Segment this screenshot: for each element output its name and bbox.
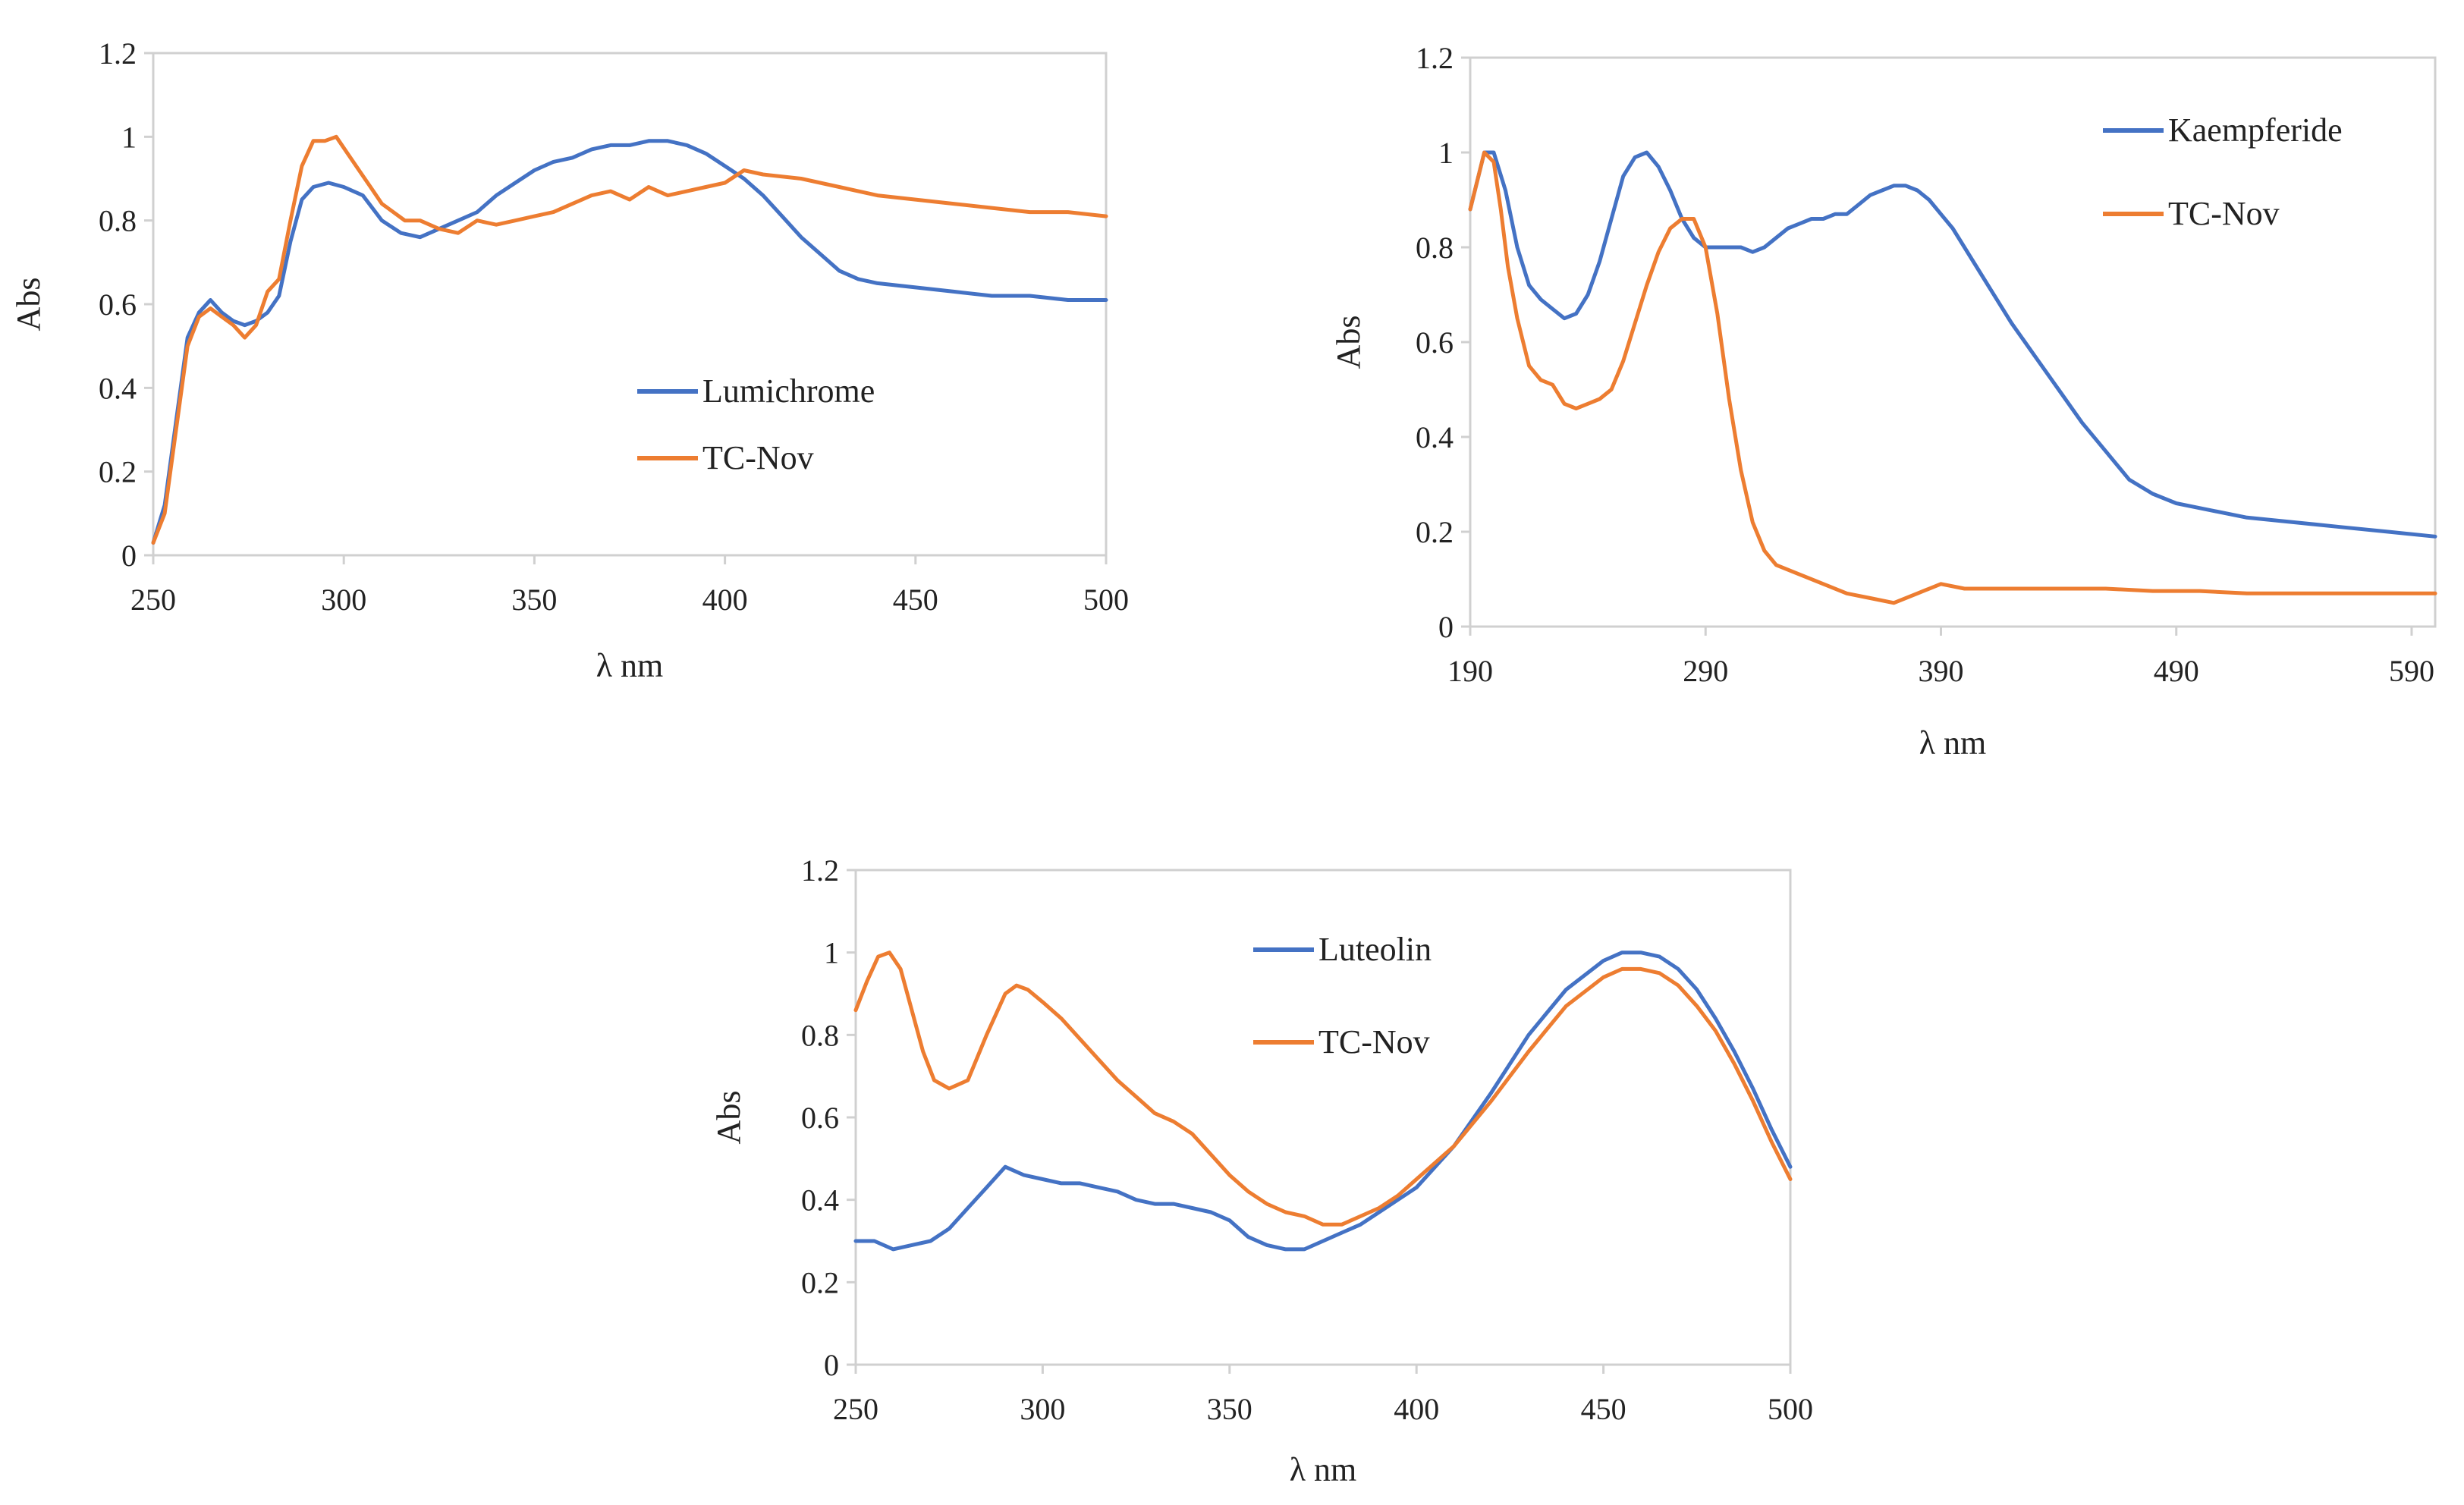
y-tick-label: 0.8: [99, 204, 137, 238]
y-tick-label: 0.2: [99, 455, 137, 489]
x-tick-label: 350: [511, 583, 557, 617]
x-tick-label: 190: [1447, 654, 1493, 688]
y-tick-label: 0.6: [1416, 325, 1454, 360]
x-tick-label: 490: [2154, 654, 2199, 688]
x-tick-label: 500: [1768, 1392, 1813, 1426]
y-tick-label: 1: [1438, 136, 1454, 170]
y-tick-label: 0.6: [801, 1101, 839, 1135]
x-tick-label: 450: [1581, 1392, 1626, 1426]
plot-area-frame: [152, 52, 1108, 557]
x-axis-title: λ nm: [1919, 724, 1987, 762]
y-tick-label: 0.6: [99, 287, 137, 322]
series-line-luteolin: [853, 950, 1793, 1252]
chart-panel-2: 0 0.2 0.4 0.6 0.8 1 1.2 190 290 390 490 590 λ nm Abs K…: [1330, 41, 2437, 762]
legend-label: TC-Nov: [1318, 1023, 1430, 1060]
x-tick-label: 390: [1918, 654, 1963, 688]
y-tick-label: 0: [1438, 610, 1454, 644]
y-tick-label: 0.2: [1416, 515, 1454, 549]
x-tick-label: 400: [702, 583, 748, 617]
x-tick-label: 450: [893, 583, 938, 617]
y-tick-label: 1: [824, 936, 839, 970]
series-line-lumichrome: [151, 139, 1108, 545]
x-tick-label: 300: [1020, 1392, 1065, 1426]
x-axis-title: λ nm: [596, 647, 664, 684]
y-tick-label: 0: [121, 539, 137, 573]
y-axis-title: Abs: [10, 278, 47, 331]
x-tick-label: 400: [1394, 1392, 1439, 1426]
series-line-tc-nov: [151, 134, 1108, 545]
y-tick-label: 0.8: [801, 1018, 839, 1052]
x-tick-label: 290: [1683, 654, 1728, 688]
series-line-tc-nov: [853, 950, 1793, 1227]
y-tick-label: 0.4: [801, 1183, 839, 1218]
y-tick-label: 1: [121, 120, 137, 154]
x-tick-label: 590: [2389, 654, 2434, 688]
legend: Kaempferide TC-Nov: [2103, 112, 2343, 232]
x-tick-label: 250: [833, 1392, 878, 1426]
y-tick-label: 0.2: [801, 1265, 839, 1299]
y-axis-title: Abs: [1330, 316, 1367, 369]
legend: Luteolin TC-Nov: [1253, 931, 1432, 1060]
legend-label: TC-Nov: [2168, 195, 2280, 232]
series-line-tc-nov: [1468, 150, 2437, 605]
x-tick-label: 250: [130, 583, 176, 617]
x-axis-title: λ nm: [1290, 1451, 1357, 1488]
legend-label: Luteolin: [1318, 931, 1432, 968]
x-tick-label: 500: [1083, 583, 1129, 617]
x-tick-label: 300: [321, 583, 366, 617]
legend: Lumichrome TC-Nov: [637, 372, 875, 476]
legend-label: TC-Nov: [702, 439, 814, 476]
y-tick-label: 0.4: [99, 371, 137, 405]
series-line-kaempferide: [1468, 150, 2437, 539]
y-axis-title: Abs: [710, 1091, 747, 1145]
legend-label: Lumichrome: [702, 372, 875, 410]
y-tick-label: 0.4: [1416, 420, 1454, 454]
y-tick-label: 0: [824, 1348, 839, 1382]
y-tick-label: 1.2: [99, 36, 137, 71]
y-tick-label: 0.8: [1416, 231, 1454, 265]
chart-panel-3: 0 0.2 0.4 0.6 0.8 1 1.2 250 300 350 400 450 500 λ nm A…: [710, 853, 1813, 1488]
x-tick-label: 350: [1207, 1392, 1252, 1426]
y-tick-label: 1.2: [1416, 41, 1454, 75]
y-tick-label: 1.2: [801, 853, 839, 888]
legend-label: Kaempferide: [2168, 112, 2343, 149]
chart-panel-1: 0 0.2 0.4 0.6 0.8 1 1.2 250 300 350 400 450 500 λ nm A…: [10, 36, 1129, 684]
